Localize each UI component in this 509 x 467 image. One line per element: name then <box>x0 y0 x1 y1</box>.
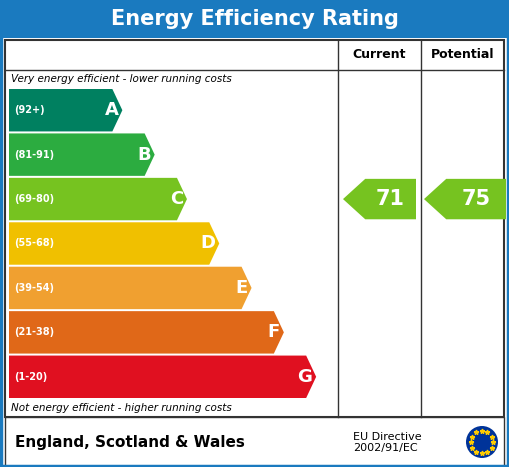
Polygon shape <box>9 355 316 398</box>
Circle shape <box>466 426 498 458</box>
Text: Potential: Potential <box>431 49 494 62</box>
Polygon shape <box>9 222 219 265</box>
Text: (81-91): (81-91) <box>14 149 54 160</box>
Text: G: G <box>297 368 312 386</box>
Text: 75: 75 <box>462 189 491 209</box>
Polygon shape <box>9 178 187 220</box>
Text: A: A <box>104 101 119 119</box>
Text: E: E <box>235 279 247 297</box>
Text: B: B <box>137 146 151 163</box>
Text: Energy Efficiency Rating: Energy Efficiency Rating <box>110 9 399 29</box>
Polygon shape <box>343 179 416 219</box>
Text: EU Directive: EU Directive <box>353 432 421 442</box>
Text: Not energy efficient - higher running costs: Not energy efficient - higher running co… <box>11 403 232 413</box>
Text: 2002/91/EC: 2002/91/EC <box>353 443 417 453</box>
Text: (39-54): (39-54) <box>14 283 54 293</box>
Text: F: F <box>268 323 280 341</box>
Text: 71: 71 <box>376 189 405 209</box>
Polygon shape <box>424 179 506 219</box>
Text: (1-20): (1-20) <box>14 372 47 382</box>
Text: Very energy efficient - lower running costs: Very energy efficient - lower running co… <box>11 74 232 84</box>
Text: D: D <box>200 234 215 253</box>
Bar <box>5 40 504 417</box>
Text: (55-68): (55-68) <box>14 239 54 248</box>
Text: England, Scotland & Wales: England, Scotland & Wales <box>15 434 245 450</box>
Text: Current: Current <box>353 49 406 62</box>
Bar <box>5 417 504 467</box>
Text: (21-38): (21-38) <box>14 327 54 337</box>
Polygon shape <box>9 134 155 176</box>
Text: (69-80): (69-80) <box>14 194 54 204</box>
Text: (92+): (92+) <box>14 105 45 115</box>
Text: C: C <box>169 190 183 208</box>
Bar <box>0 0 509 38</box>
Polygon shape <box>9 311 284 354</box>
Polygon shape <box>9 89 122 131</box>
Polygon shape <box>9 267 251 309</box>
